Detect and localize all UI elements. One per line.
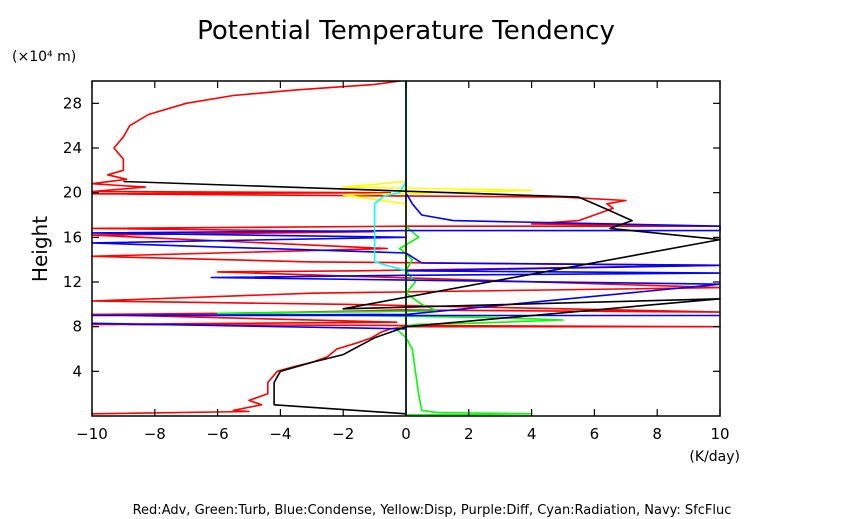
x-tick-label: 4 xyxy=(527,425,537,443)
series-line-radiation xyxy=(373,81,407,416)
x-axis-label: (K/day) xyxy=(689,449,740,465)
x-tick-label: −4 xyxy=(269,425,291,443)
y-tick-label: 24 xyxy=(63,139,82,157)
y-tick-label: 8 xyxy=(72,318,82,336)
x-tick-label: −6 xyxy=(207,425,229,443)
series-layer xyxy=(91,80,721,416)
y-scale-label: (×10⁴ m) xyxy=(12,49,76,65)
x-tick-label: −2 xyxy=(332,425,354,443)
y-axis-label: Height xyxy=(28,216,52,282)
x-tick-label: 10 xyxy=(710,425,729,443)
y-tick-label: 16 xyxy=(63,228,82,246)
chart-title: Potential Temperature Tendency xyxy=(197,16,615,46)
y-tick-label: 28 xyxy=(63,94,82,112)
x-tick-label: 8 xyxy=(652,425,662,443)
y-tick-label: 4 xyxy=(72,362,82,380)
legend-text: Red:Adv, Green:Turb, Blue:Condense, Yell… xyxy=(133,503,732,518)
series-line-total xyxy=(123,80,721,416)
plot-frame xyxy=(91,80,721,417)
x-tick-label: −10 xyxy=(76,425,108,443)
x-tick-label: 2 xyxy=(464,425,474,443)
y-tick-label: 12 xyxy=(63,273,82,291)
x-tick-label: −8 xyxy=(144,425,166,443)
x-tick-label: 6 xyxy=(590,425,600,443)
x-tick-label: 0 xyxy=(401,425,411,443)
y-tick-label: 20 xyxy=(63,184,82,202)
